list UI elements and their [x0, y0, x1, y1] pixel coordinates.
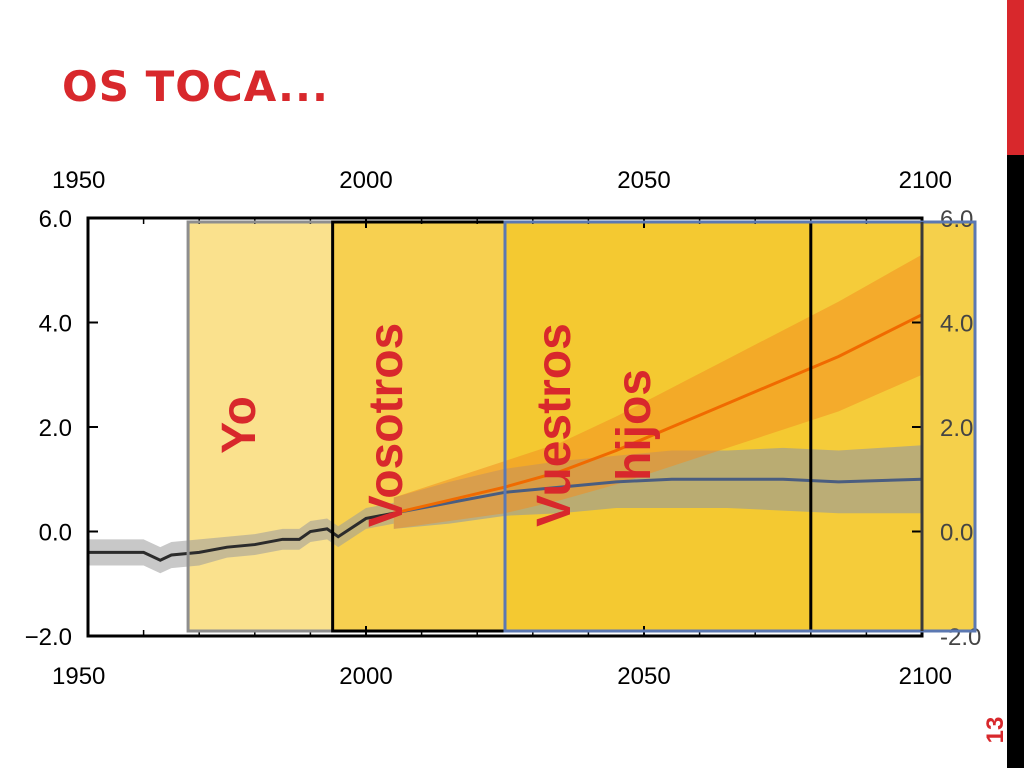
y-tick-label-right: 6.0 [940, 206, 973, 233]
x-tick-label-bottom: 2050 [617, 663, 670, 690]
x-tick-label-bottom: 1950 [52, 663, 105, 690]
y-tick-label-left: 4.0 [39, 311, 72, 338]
x-tick-label-top: 1950 [52, 167, 105, 194]
x-tick-label-bottom: 2000 [339, 663, 392, 690]
overlay-border-vuestros-hijos [503, 220, 977, 633]
y-tick-label-left: 6.0 [39, 206, 72, 233]
label-vosotros: Vosotros [360, 323, 413, 527]
label-hijos: hijos [608, 369, 661, 481]
slide-title: OS TOCA... [62, 62, 329, 111]
period-overlays [188, 222, 975, 631]
period-labels: Yo Vosotros Vuestros hijos [213, 323, 661, 527]
label-vuestros: Vuestros [528, 323, 581, 527]
temperature-chart: 1950 1950 2000 2000 2050 2050 2100 2100 6.0 4.0 2.… [25, 167, 982, 690]
y-tick-label-left: −2.0 [25, 624, 72, 651]
period-overlay-borders [186, 220, 977, 633]
uncertainty-bands [88, 254, 922, 574]
x-tick-label-top: 2100 [899, 167, 952, 194]
series-line-0 [88, 511, 395, 562]
axis-ticks: 1950 1950 2000 2000 2050 2050 2100 2100 6.0 4.0 2.… [25, 167, 982, 690]
x-tick-label-top: 2000 [339, 167, 392, 194]
uncertainty-band-0 [88, 502, 394, 574]
y-tick-label-right: 4.0 [940, 311, 973, 338]
label-yo: Yo [213, 396, 266, 454]
y-tick-label-left: 2.0 [39, 415, 72, 442]
uncertainty-band-2 [393, 254, 922, 529]
y-tick-label-right: 2.0 [940, 415, 973, 442]
accent-bar-red [1007, 0, 1024, 155]
accent-bar-black [1007, 155, 1024, 768]
y-tick-label-right: 0.0 [940, 520, 973, 547]
x-tick-label-bottom: 2100 [899, 663, 952, 690]
y-tick-label-left: 0.0 [39, 520, 72, 547]
x-tick-label-top: 2050 [617, 167, 670, 194]
